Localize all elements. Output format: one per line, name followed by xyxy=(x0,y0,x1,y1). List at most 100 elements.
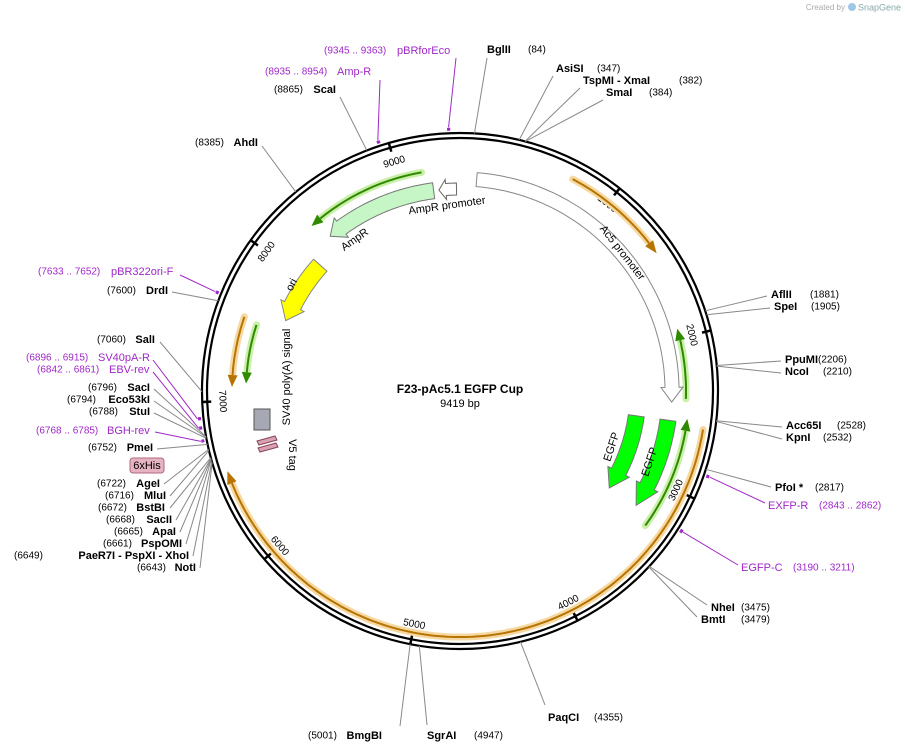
enzyme-leader xyxy=(153,400,207,438)
orf-head xyxy=(675,328,686,342)
tick-label: 7000 xyxy=(216,390,228,413)
orf-line xyxy=(644,430,687,527)
enzyme-leader xyxy=(185,459,212,545)
promoter-arrow xyxy=(475,172,685,403)
primer-range: (6842 .. 6861) xyxy=(37,365,99,376)
origin-arrow xyxy=(280,258,328,322)
orf-line xyxy=(679,339,687,399)
tag-mark xyxy=(256,435,278,446)
enzyme-position: (8385) xyxy=(195,138,224,149)
enzyme-name: KpnI xyxy=(786,432,810,444)
enzyme-position: (7600) xyxy=(107,286,136,297)
enzyme-leader xyxy=(706,307,771,316)
enzyme-position: (1881) xyxy=(810,290,839,301)
enzyme-leader xyxy=(518,75,554,141)
terminator-box xyxy=(253,408,271,431)
enzyme-name: TspMI - XmaI xyxy=(583,75,650,87)
feature-label: ori xyxy=(284,277,300,293)
enzyme-name: NheI xyxy=(711,602,735,614)
watermark-prefix: Created by xyxy=(806,3,845,12)
primer-mark xyxy=(705,474,710,479)
enzyme-leader xyxy=(716,365,782,374)
feature-label: 6xHis xyxy=(133,460,161,472)
enzyme-position: (6649) xyxy=(14,551,43,562)
enzyme-position: (6716) xyxy=(105,491,134,502)
gene-arrow xyxy=(635,418,677,507)
enzyme-position: (6672) xyxy=(98,503,127,514)
primer-range: (9345 .. 9363) xyxy=(324,46,386,57)
tick-mark xyxy=(263,552,272,561)
enzyme-position: (6752) xyxy=(88,443,117,454)
orf-head xyxy=(227,374,238,387)
enzyme-name: PmeI xyxy=(127,442,153,454)
enzyme-position: (6788) xyxy=(89,407,118,418)
enzyme-name: PaqCI xyxy=(548,712,579,724)
enzyme-name: PfoI * xyxy=(775,482,804,494)
promoter-arrow xyxy=(438,177,458,202)
tick-mark xyxy=(249,239,259,247)
enzyme-name: BmgBI xyxy=(347,730,382,742)
enzyme-position: (6722) xyxy=(97,479,126,490)
enzyme-position: (347) xyxy=(597,64,620,75)
orf-line xyxy=(319,171,422,220)
enzyme-leader xyxy=(156,443,208,450)
enzyme-name: SpeI xyxy=(774,301,797,313)
orf-line xyxy=(572,178,650,244)
primer-leader xyxy=(448,57,457,128)
enzyme-leader xyxy=(524,87,581,142)
enzyme-name: BstBI xyxy=(136,502,165,514)
primer-name: EGFP-C xyxy=(741,562,783,574)
enzyme-position: (6665) xyxy=(114,527,143,538)
orf-line xyxy=(231,316,246,376)
primer-range: (2843 .. 2862) xyxy=(819,501,881,512)
enzyme-position: (6661) xyxy=(103,539,132,550)
enzyme-position: (8865) xyxy=(274,85,303,96)
tag-box xyxy=(129,457,165,474)
tag-mark xyxy=(257,442,279,453)
tick-mark xyxy=(387,142,393,153)
watermark-logo xyxy=(848,3,856,11)
enzyme-name: SgrAI xyxy=(427,730,456,742)
enzyme-leader xyxy=(525,99,604,142)
enzyme-name: BmtI xyxy=(701,614,725,626)
enzyme-leader xyxy=(399,644,411,727)
primer-mark xyxy=(215,290,220,295)
enzyme-name: NotI xyxy=(175,562,196,574)
orf-head xyxy=(311,214,324,226)
orf-line xyxy=(230,429,704,638)
tick-label: 9000 xyxy=(382,154,407,171)
enzyme-leader xyxy=(519,641,546,706)
orf-head xyxy=(680,418,691,432)
primer-name: Amp-R xyxy=(337,66,371,78)
enzyme-name: MluI xyxy=(144,490,166,502)
enzyme-position: (2528) xyxy=(837,421,866,432)
enzyme-name: PspOMI xyxy=(141,538,182,550)
primer-range: (6896 .. 6915) xyxy=(26,353,88,364)
orf-head xyxy=(227,471,237,485)
feature-label: SV40 poly(A) signal xyxy=(281,329,293,426)
primer-leader xyxy=(152,371,200,429)
enzyme-leader xyxy=(171,291,219,302)
enzyme-position: (4947) xyxy=(474,731,503,742)
primer-leader xyxy=(682,531,739,566)
primer-name: EXFP-R xyxy=(768,500,808,512)
enzyme-name: Eco53kI xyxy=(108,394,150,406)
enzyme-leader xyxy=(159,341,203,393)
orf-head xyxy=(241,371,252,384)
enzyme-name: AgeI xyxy=(136,478,160,490)
enzyme-leader xyxy=(261,145,297,193)
enzyme-position: (384) xyxy=(649,88,672,99)
primer-name: EBV-rev xyxy=(109,364,150,376)
enzyme-position: (4355) xyxy=(594,713,623,724)
watermark-brand: SnapGene xyxy=(858,2,901,12)
enzyme-position: (3475) xyxy=(741,603,770,614)
enzyme-name: SacII xyxy=(146,514,172,526)
enzyme-leader xyxy=(153,412,207,439)
enzyme-position: (6794) xyxy=(67,395,96,406)
backbone-inner xyxy=(205,136,715,646)
primer-name: SV40pA-R xyxy=(98,352,150,364)
enzyme-position: (6668) xyxy=(106,515,135,526)
enzyme-position: (7060) xyxy=(97,335,126,346)
plasmid-name: F23-pAc5.1 EGFP Cup xyxy=(397,382,523,396)
